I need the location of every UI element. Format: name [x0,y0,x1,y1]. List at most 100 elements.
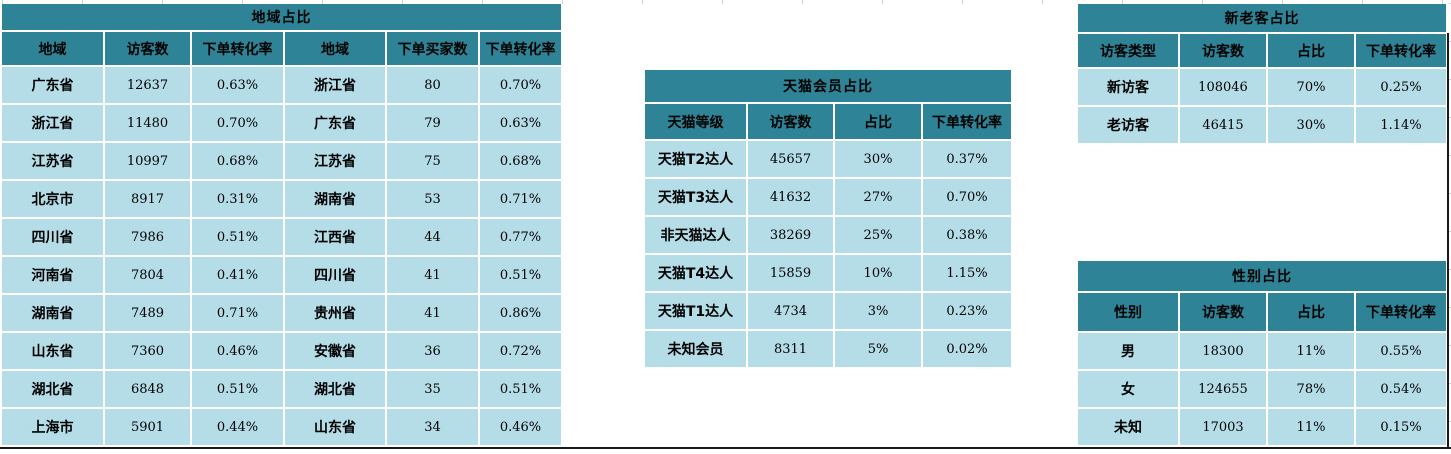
data-cell[interactable]: 12637 [105,67,190,103]
data-cell[interactable]: 0.38% [923,217,1011,253]
data-cell[interactable]: 湖北省 [285,371,385,407]
data-cell[interactable]: 6848 [105,371,190,407]
column-header-cell[interactable]: 下单买家数 [387,32,478,65]
data-cell[interactable]: 0.31% [192,181,283,217]
data-cell[interactable]: 老访客 [1078,107,1178,143]
data-cell[interactable]: 10997 [105,143,190,179]
data-cell[interactable]: 30% [1268,107,1354,143]
data-cell[interactable]: 7986 [105,219,190,255]
data-cell[interactable]: 17003 [1180,409,1266,445]
data-cell[interactable]: 0.54% [1356,371,1446,407]
data-cell[interactable]: 广东省 [285,105,385,141]
column-header-cell[interactable]: 地域 [2,32,103,65]
data-cell[interactable]: 41 [387,257,478,293]
data-cell[interactable]: 上海市 [2,409,103,445]
data-cell[interactable]: 0.63% [480,105,561,141]
column-header-cell[interactable]: 下单转化率 [1356,293,1446,331]
data-cell[interactable]: 江苏省 [285,143,385,179]
data-cell[interactable]: 湖南省 [285,181,385,217]
data-cell[interactable]: 非天猫达人 [645,217,746,253]
gender-share-table-title[interactable]: 性别占比 [1078,261,1446,291]
data-cell[interactable]: 0.70% [192,105,283,141]
data-cell[interactable]: 天猫T2达人 [645,141,746,177]
data-cell[interactable]: 0.41% [192,257,283,293]
data-cell[interactable]: 7804 [105,257,190,293]
data-cell[interactable]: 11480 [105,105,190,141]
data-cell[interactable]: 山东省 [2,333,103,369]
data-cell[interactable]: 25% [835,217,921,253]
data-cell[interactable]: 四川省 [285,257,385,293]
data-cell[interactable]: 0.15% [1356,409,1446,445]
data-cell[interactable]: 108046 [1180,69,1266,105]
data-cell[interactable]: 80 [387,67,478,103]
data-cell[interactable]: 0.77% [480,219,561,255]
data-cell[interactable]: 15859 [748,255,833,291]
column-header-cell[interactable]: 地域 [285,32,385,65]
data-cell[interactable]: 46415 [1180,107,1266,143]
data-cell[interactable]: 18300 [1180,333,1266,369]
data-cell[interactable]: 1.15% [923,255,1011,291]
data-cell[interactable]: 0.46% [480,409,561,445]
data-cell[interactable]: 0.71% [480,181,561,217]
data-cell[interactable]: 27% [835,179,921,215]
data-cell[interactable]: 7360 [105,333,190,369]
data-cell[interactable]: 广东省 [2,67,103,103]
data-cell[interactable]: 山东省 [285,409,385,445]
data-cell[interactable]: 8311 [748,331,833,367]
column-header-cell[interactable]: 访客数 [1180,34,1266,67]
data-cell[interactable]: 5901 [105,409,190,445]
data-cell[interactable]: 天猫T4达人 [645,255,746,291]
data-cell[interactable]: 0.55% [1356,333,1446,369]
data-cell[interactable]: 0.25% [1356,69,1446,105]
column-header-cell[interactable]: 访客数 [105,32,190,65]
data-cell[interactable]: 天猫T3达人 [645,179,746,215]
data-cell[interactable]: 河南省 [2,257,103,293]
column-header-cell[interactable]: 下单转化率 [1356,34,1446,67]
data-cell[interactable]: 湖北省 [2,371,103,407]
data-cell[interactable]: 75 [387,143,478,179]
data-cell[interactable]: 浙江省 [285,67,385,103]
data-cell[interactable]: 79 [387,105,478,141]
data-cell[interactable]: 江西省 [285,219,385,255]
column-header-cell[interactable]: 访客类型 [1078,34,1178,67]
tmall-member-share-table-title[interactable]: 天猫会员占比 [645,70,1011,102]
data-cell[interactable]: 江苏省 [2,143,103,179]
data-cell[interactable]: 11% [1268,409,1354,445]
column-header-cell[interactable]: 下单转化率 [923,104,1011,139]
data-cell[interactable]: 安徽省 [285,333,385,369]
column-header-cell[interactable]: 访客数 [748,104,833,139]
data-cell[interactable]: 44 [387,219,478,255]
new-old-visitor-share-table-title[interactable]: 新老客占比 [1078,4,1446,32]
column-header-cell[interactable]: 下单转化率 [480,32,561,65]
column-header-cell[interactable]: 占比 [1268,293,1354,331]
data-cell[interactable]: 北京市 [2,181,103,217]
data-cell[interactable]: 0.68% [192,143,283,179]
data-cell[interactable]: 0.44% [192,409,283,445]
data-cell[interactable]: 四川省 [2,219,103,255]
data-cell[interactable]: 4734 [748,293,833,329]
data-cell[interactable]: 天猫T1达人 [645,293,746,329]
data-cell[interactable]: 0.68% [480,143,561,179]
column-header-cell[interactable]: 性别 [1078,293,1178,331]
data-cell[interactable]: 5% [835,331,921,367]
data-cell[interactable]: 0.23% [923,293,1011,329]
data-cell[interactable]: 0.51% [192,219,283,255]
data-cell[interactable]: 0.72% [480,333,561,369]
data-cell[interactable]: 11% [1268,333,1354,369]
column-header-cell[interactable]: 占比 [1268,34,1354,67]
column-header-cell[interactable]: 访客数 [1180,293,1266,331]
data-cell[interactable]: 0.71% [192,295,283,331]
data-cell[interactable]: 124655 [1180,371,1266,407]
data-cell[interactable]: 男 [1078,333,1178,369]
data-cell[interactable]: 7489 [105,295,190,331]
data-cell[interactable]: 45657 [748,141,833,177]
data-cell[interactable]: 未知 [1078,409,1178,445]
data-cell[interactable]: 贵州省 [285,295,385,331]
data-cell[interactable]: 38269 [748,217,833,253]
data-cell[interactable]: 10% [835,255,921,291]
data-cell[interactable]: 70% [1268,69,1354,105]
data-cell[interactable]: 0.37% [923,141,1011,177]
column-header-cell[interactable]: 占比 [835,104,921,139]
data-cell[interactable]: 湖南省 [2,295,103,331]
data-cell[interactable]: 浙江省 [2,105,103,141]
